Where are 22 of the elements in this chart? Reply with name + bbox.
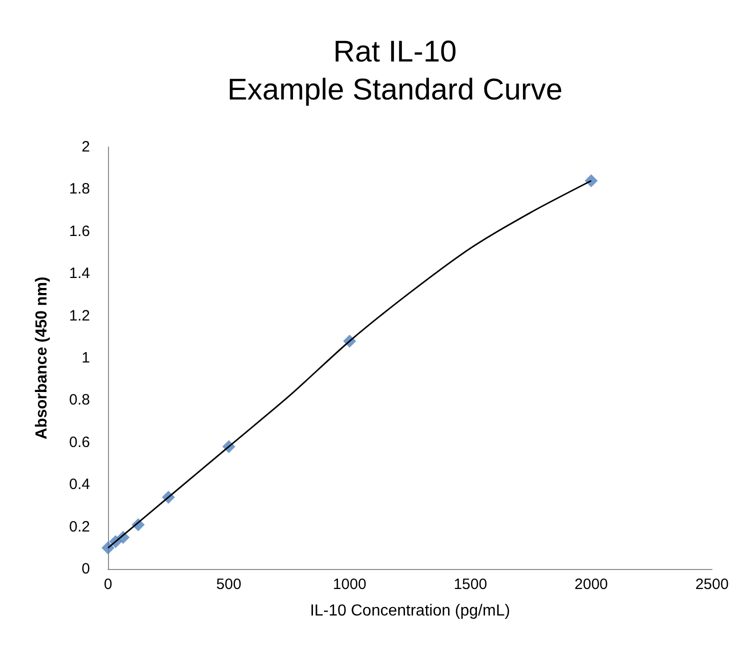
x-tick-label: 500: [216, 576, 242, 593]
y-tick-label: 2: [82, 138, 90, 156]
x-tick-label: 2000: [574, 576, 608, 593]
x-tick-label: 1500: [454, 576, 488, 593]
y-tick-label: 0.6: [69, 434, 90, 451]
y-tick-label: 0.8: [69, 392, 90, 409]
y-tick-label: 0.2: [69, 518, 90, 536]
chart-title: Rat IL-10 Example Standard Curve: [227, 36, 563, 106]
point: [102, 541, 114, 554]
x-axis-title: IL-10 Concentration (pg/mL): [310, 602, 510, 620]
y-tick-label: 1.2: [69, 307, 90, 324]
y-tick-label: 1.6: [69, 222, 90, 240]
y-tick-label: 1.4: [69, 265, 90, 282]
x-tick-label: 1000: [332, 576, 366, 593]
point: [584, 174, 598, 188]
x-tick-label: 2500: [695, 576, 729, 593]
y-tick-label: 0.4: [69, 476, 90, 494]
y-tick-label: 1: [82, 350, 90, 366]
y-axis-title: Absorbance (450 nm): [34, 276, 50, 440]
x-tick-label: 0: [104, 576, 112, 593]
y-tick-label: 0: [82, 560, 90, 578]
y-tick-label: 1.8: [69, 180, 90, 198]
